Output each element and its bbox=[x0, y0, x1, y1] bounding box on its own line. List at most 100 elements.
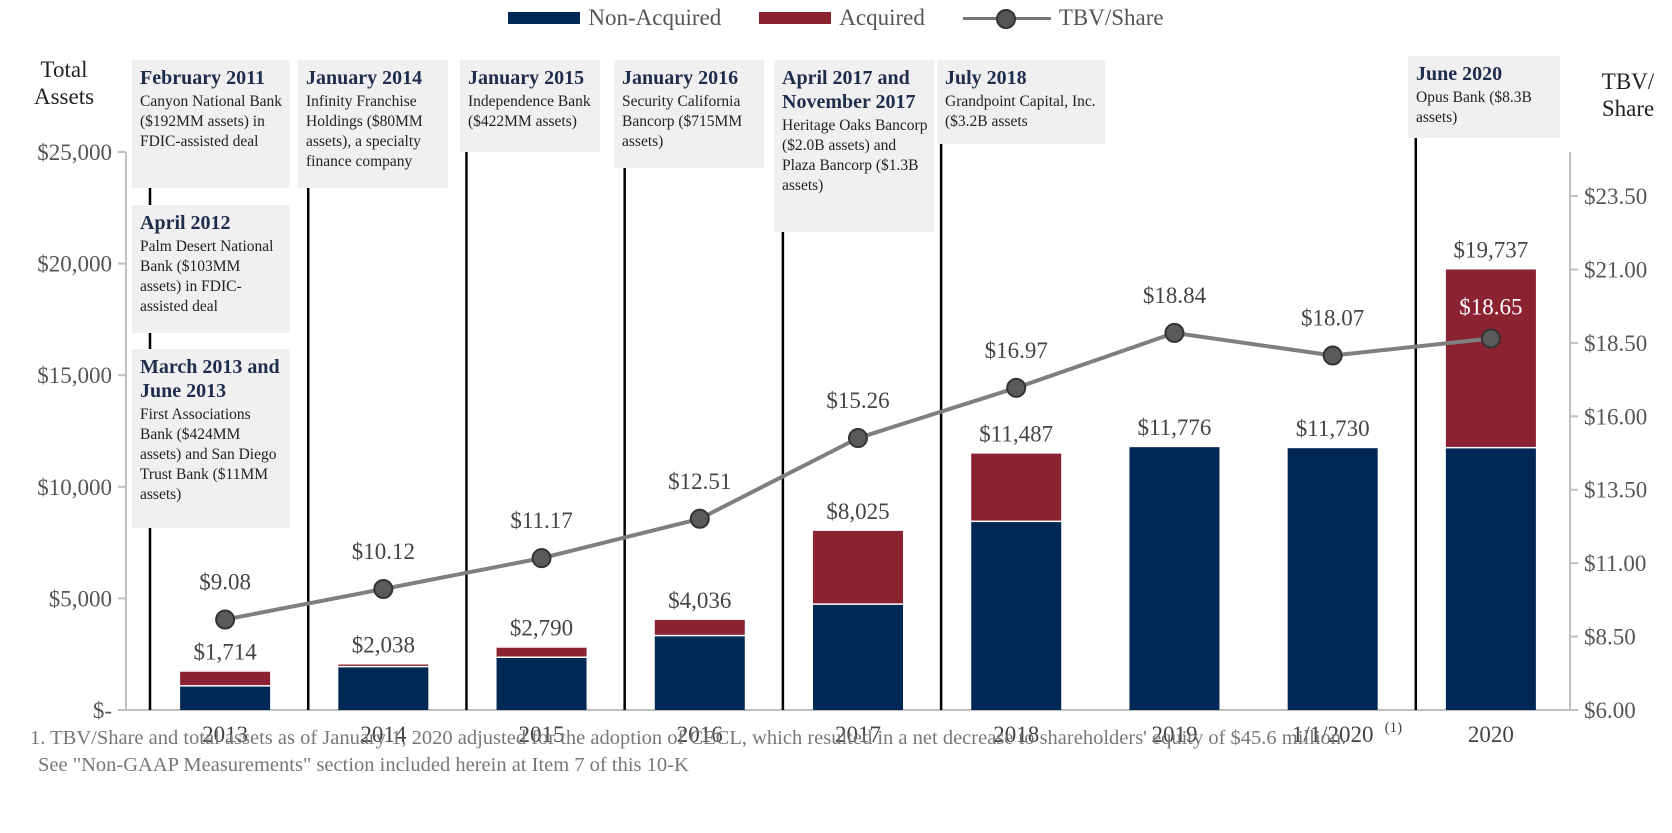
callout-january-2015: January 2015 Independence Bank ($422MM a… bbox=[460, 60, 600, 152]
bar-acquired bbox=[971, 453, 1062, 521]
callout-title: July 2018 bbox=[945, 67, 1027, 89]
bar-non-acquired bbox=[496, 657, 587, 710]
left-axis-title: Total Assets bbox=[33, 57, 95, 109]
bar-acquired bbox=[1445, 269, 1536, 447]
bar-non-acquired bbox=[1287, 448, 1378, 710]
callout-january-2014: January 2014 Infinity Franchise Holdings… bbox=[298, 60, 448, 188]
bar-non-acquired bbox=[180, 686, 271, 710]
tbv-point bbox=[531, 548, 552, 569]
right-axis-title: TBV/ Share bbox=[1601, 69, 1655, 121]
x-tick-label: 2018 bbox=[993, 722, 1039, 747]
bar-acquired bbox=[180, 671, 271, 686]
footnote-line-2: See "Non-GAAP Measurements" section incl… bbox=[38, 754, 689, 776]
callout-april-2012: April 2012 Palm Desert National Bank ($1… bbox=[132, 205, 290, 333]
x-tick-label: 2020 bbox=[1468, 722, 1514, 747]
tbv-label: $12.51 bbox=[668, 469, 731, 494]
callout-june-2020: June 2020 Opus Bank ($8.3B assets) bbox=[1408, 56, 1560, 138]
callout-body: Security California Bancorp ($715MM asse… bbox=[622, 93, 743, 150]
bar-acquired bbox=[813, 530, 903, 604]
bar-total-label: $1,714 bbox=[193, 640, 257, 665]
legend-label-acquired: Acquired bbox=[839, 5, 925, 30]
callout-title: January 2016 bbox=[622, 67, 739, 89]
x-tick-label: 2014 bbox=[360, 722, 407, 747]
legend: Non-Acquired Acquired TBV/Share bbox=[0, 5, 1672, 31]
bar-non-acquired bbox=[338, 667, 429, 710]
tbv-point bbox=[1480, 328, 1501, 349]
callout-title: April 2012 bbox=[140, 212, 231, 234]
bar-total-label: $4,036 bbox=[668, 588, 731, 613]
tbv-point bbox=[215, 609, 236, 630]
bar-total-label: $11,487 bbox=[979, 422, 1053, 447]
bar-acquired bbox=[496, 647, 587, 657]
bar-total-label: $11,730 bbox=[1296, 416, 1370, 441]
bar-total-label: $8,025 bbox=[826, 499, 889, 524]
right-tick-label: $16.00 bbox=[1584, 404, 1647, 429]
footnote-line-1: 1. TBV/Share and total assets as of Janu… bbox=[30, 727, 1347, 749]
callout-january-2016: January 2016 Security California Bancorp… bbox=[614, 60, 764, 168]
tbv-point bbox=[1006, 377, 1027, 398]
tbv-label: $15.26 bbox=[826, 388, 889, 413]
tbv-label: $11.17 bbox=[510, 508, 572, 533]
callout-body: Palm Desert National Bank ($103MM assets… bbox=[140, 238, 274, 315]
legend-swatch-non-acquired bbox=[508, 12, 581, 24]
right-tick-label: $21.00 bbox=[1584, 257, 1647, 282]
legend-swatch-tbv-line bbox=[962, 7, 1051, 29]
x-tick-label: 2019 bbox=[1151, 722, 1197, 747]
legend-label-tbv: TBV/Share bbox=[1058, 5, 1164, 30]
callout-body: Heritage Oaks Bancorp ($2.0B assets) and… bbox=[782, 117, 928, 194]
tbv-point bbox=[1322, 345, 1343, 366]
x-tick-label: 2013 bbox=[202, 722, 248, 747]
left-tick-label: $25,000 bbox=[37, 140, 112, 165]
callout-july-2018: July 2018 Grandpoint Capital, Inc. ($3.2… bbox=[937, 60, 1105, 144]
tbv-point bbox=[1164, 322, 1185, 343]
bar-non-acquired bbox=[654, 636, 745, 710]
tbv-label: $18.07 bbox=[1301, 306, 1364, 331]
left-tick-label: $15,000 bbox=[37, 363, 112, 388]
right-tick-label: $11.00 bbox=[1584, 551, 1646, 576]
tbv-point bbox=[689, 508, 710, 529]
bar-total-label: $11,776 bbox=[1137, 415, 1211, 440]
x-tick-label: 2017 bbox=[835, 722, 881, 747]
x-tick-label: 2015 bbox=[519, 722, 565, 747]
callout-february-2011: February 2011 Canyon National Bank ($192… bbox=[132, 60, 290, 188]
left-tick-label: $- bbox=[93, 698, 112, 723]
bar-non-acquired bbox=[813, 604, 903, 710]
bar-non-acquired bbox=[1129, 447, 1220, 710]
callout-body: First Associations Bank ($424MM assets) … bbox=[140, 406, 277, 503]
legend-item-tbv: TBV/Share bbox=[962, 5, 1164, 31]
tbv-label: $18.84 bbox=[1143, 283, 1207, 308]
callout-title: January 2015 bbox=[468, 67, 585, 89]
legend-swatch-acquired bbox=[759, 12, 832, 24]
callout-body: Independence Bank ($422MM assets) bbox=[468, 93, 591, 130]
right-tick-label: $18.50 bbox=[1584, 331, 1647, 356]
left-tick-label: $10,000 bbox=[37, 475, 112, 500]
bar-total-label: $19,737 bbox=[1454, 237, 1529, 262]
callout-title: February 2011 bbox=[140, 67, 265, 89]
x-tick-label: 1/1/2020 bbox=[1292, 722, 1374, 747]
tbv-point bbox=[848, 428, 868, 449]
bar-acquired bbox=[338, 664, 429, 666]
callout-march-2013: March 2013 and June 2013 First Associati… bbox=[132, 349, 290, 528]
legend-item-non-acquired: Non-Acquired bbox=[508, 5, 721, 31]
tbv-label: $16.97 bbox=[985, 338, 1048, 363]
callout-body: Canyon National Bank ($192MM assets) in … bbox=[140, 93, 283, 150]
x-tick-superscript: (1) bbox=[1385, 720, 1403, 736]
callout-title: June 2020 bbox=[1416, 63, 1503, 85]
tbv-point bbox=[373, 579, 394, 600]
callout-body: Infinity Franchise Holdings ($80MM asset… bbox=[306, 93, 423, 170]
bar-acquired bbox=[654, 619, 745, 635]
callout-title: April 2017 and November 2017 bbox=[782, 67, 916, 113]
callout-body: Opus Bank ($8.3B assets) bbox=[1416, 89, 1532, 126]
bar-total-label: $2,038 bbox=[352, 633, 415, 658]
tbv-label: $10.12 bbox=[352, 539, 415, 564]
tbv-label: $18.65 bbox=[1459, 294, 1522, 319]
right-tick-label: $23.50 bbox=[1584, 184, 1647, 209]
left-tick-label: $5,000 bbox=[49, 586, 112, 611]
left-tick-label: $20,000 bbox=[37, 252, 112, 277]
x-tick-label: 2016 bbox=[677, 722, 723, 747]
callout-body: Grandpoint Capital, Inc. ($3.2B assets bbox=[945, 93, 1096, 130]
right-tick-label: $6.00 bbox=[1584, 698, 1636, 723]
callout-title: January 2014 bbox=[306, 67, 423, 89]
callout-april-2017: April 2017 and November 2017 Heritage Oa… bbox=[774, 60, 934, 232]
